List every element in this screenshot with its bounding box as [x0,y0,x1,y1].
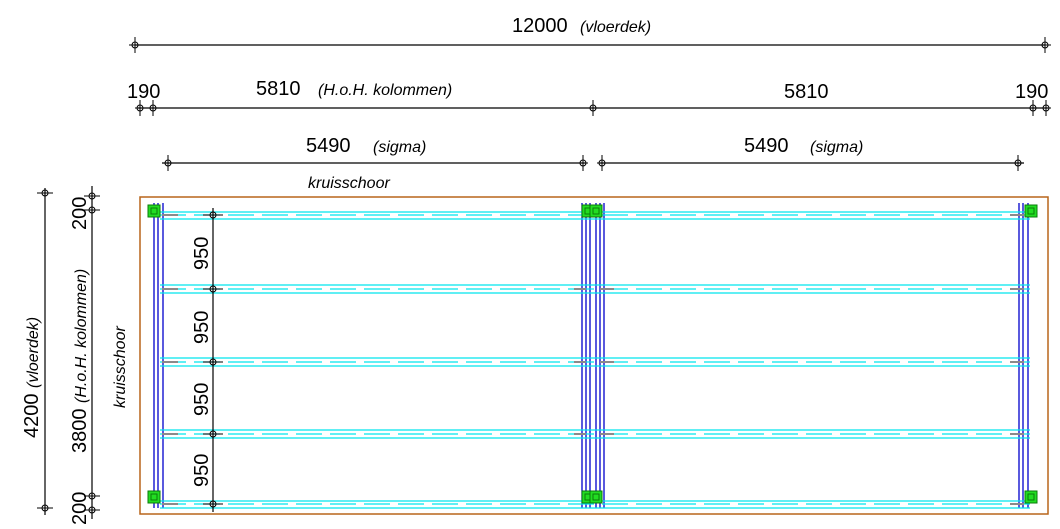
dim-sigma: 5490 (sigma) 5490 (sigma) kruisschoor [162,135,1024,192]
brace-top-label: kruisschoor [308,175,390,192]
total-depth-value: 4200 [21,394,43,439]
node [589,204,603,218]
edge-bottom-value: 200 [69,492,91,525]
dim-spacings: 950 950 950 950 [191,208,223,512]
node [147,204,161,218]
columns [153,203,1029,508]
deck-outline [139,196,1049,515]
sigma-left-note: (sigma) [373,139,426,156]
node [1024,204,1038,218]
total-width-value: 12000 [512,15,568,37]
col-right-value: 5810 [784,81,829,103]
col-depth-note: (H.o.H. kolommen) [73,269,90,403]
col-left-note: (H.o.H. kolommen) [318,82,452,99]
edge-top-value: 200 [69,197,91,230]
total-depth-note: (vloerdek) [25,317,42,388]
col-depth-value: 3800 [69,409,91,454]
edge-right-value: 190 [1015,81,1048,103]
edge-left-value: 190 [127,81,160,103]
sigma-right-note: (sigma) [810,139,863,156]
dim-total-width: 12000 (vloerdek) [129,15,1051,53]
brace-left-label: kruisschoor [112,326,129,408]
column-nodes [147,204,1038,504]
dim-column-centres: 190 190 5810 (H.o.H. kolommen) 5810 [127,78,1051,116]
beam-row [160,429,1030,439]
sigma-right-value: 5490 [744,135,789,157]
spacing-1-value: 950 [191,237,213,270]
spacing-2-value: 950 [191,311,213,344]
node [147,490,161,504]
beam-row [160,357,1030,367]
beam-row [160,284,1030,294]
spacing-3-value: 950 [191,383,213,416]
col-left-value: 5810 [256,78,301,100]
node [1024,490,1038,504]
beams [160,211,1030,509]
spacing-4-value: 950 [191,454,213,487]
node [589,490,603,504]
dim-vertical: 4200 (vloerdek) 3800 (H.o.H. kolommen) 2… [21,186,129,525]
total-width-note: (vloerdek) [580,19,651,36]
sigma-left-value: 5490 [306,135,351,157]
